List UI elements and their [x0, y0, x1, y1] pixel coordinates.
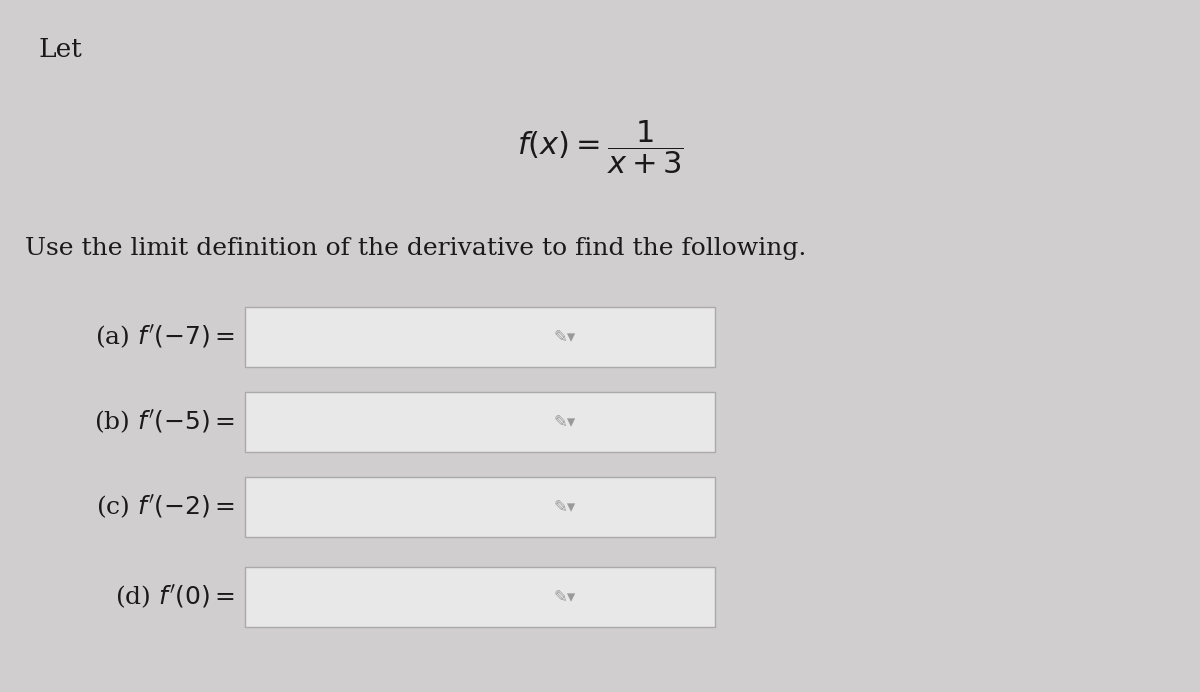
- Text: (d) $f'(0) =$: (d) $f'(0) =$: [115, 583, 235, 611]
- FancyBboxPatch shape: [245, 567, 715, 627]
- FancyBboxPatch shape: [245, 477, 715, 537]
- Text: ✎▾: ✎▾: [553, 588, 576, 606]
- Text: (b) $f'(-5) =$: (b) $f'(-5) =$: [94, 408, 235, 436]
- Text: (a) $f'(-7) =$: (a) $f'(-7) =$: [95, 323, 235, 351]
- Text: $f(x) = \dfrac{1}{x+3}$: $f(x) = \dfrac{1}{x+3}$: [516, 118, 684, 176]
- Text: ✎▾: ✎▾: [553, 413, 576, 431]
- Text: Use the limit definition of the derivative to find the following.: Use the limit definition of the derivati…: [25, 237, 806, 260]
- Text: ✎▾: ✎▾: [553, 328, 576, 346]
- Text: (c) $f'(-2) =$: (c) $f'(-2) =$: [96, 493, 235, 521]
- FancyBboxPatch shape: [245, 392, 715, 452]
- Text: Let: Let: [38, 37, 82, 62]
- FancyBboxPatch shape: [245, 307, 715, 367]
- Text: ✎▾: ✎▾: [553, 498, 576, 516]
